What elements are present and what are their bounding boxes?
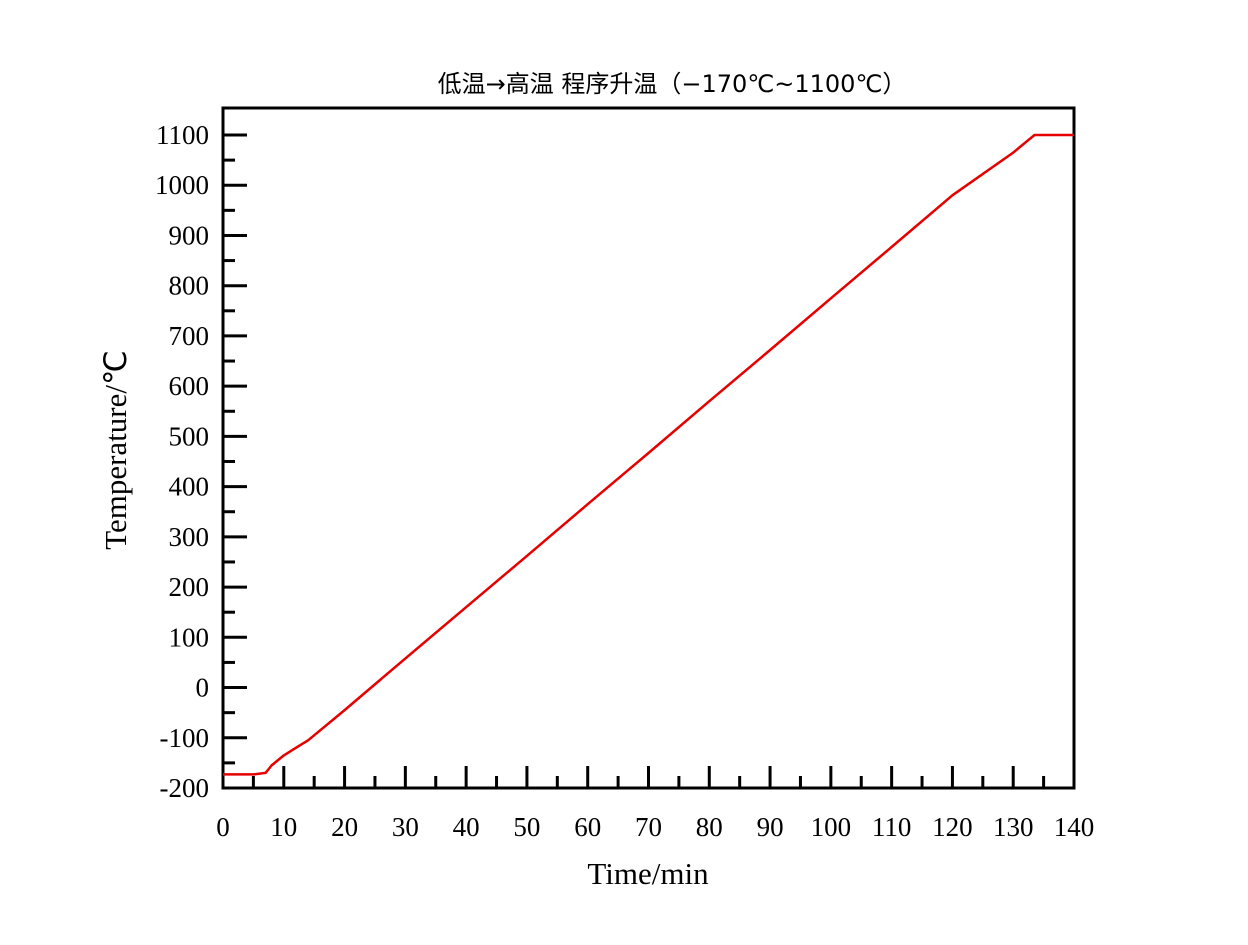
x-tick-label: 50	[513, 812, 540, 842]
x-tick-label: 70	[635, 812, 662, 842]
x-tick-label: 110	[872, 812, 912, 842]
x-tick-label: 10	[270, 812, 297, 842]
y-tick-label: 500	[169, 421, 210, 451]
x-tick-label: 90	[757, 812, 784, 842]
x-tick-label: 100	[811, 812, 852, 842]
x-tick-label: 140	[1054, 812, 1095, 842]
x-tick-label: 0	[216, 812, 230, 842]
y-tick-label: -200	[160, 773, 210, 803]
y-tick-label: 800	[169, 271, 210, 301]
y-tick-label: 200	[169, 572, 210, 602]
x-tick-label: 130	[993, 812, 1034, 842]
plot-area: -200-10001002003004005006007008009001000…	[155, 106, 1095, 842]
y-tick-label: -100	[160, 723, 210, 753]
y-axis-title: Temperature/℃	[98, 350, 133, 550]
y-tick-label: 1100	[156, 120, 209, 150]
x-tick-label: 120	[932, 812, 973, 842]
x-tick-label: 80	[696, 812, 723, 842]
y-tick-label: 600	[169, 371, 210, 401]
y-tick-label: 700	[169, 321, 210, 351]
y-tick-label: 1000	[155, 170, 209, 200]
x-tick-label: 20	[331, 812, 358, 842]
series-line	[223, 133, 1074, 776]
y-tick-label: 300	[169, 522, 210, 552]
x-tick-label: 60	[574, 812, 601, 842]
plot-frame	[221, 106, 1076, 790]
x-tick-label: 30	[392, 812, 419, 842]
y-tick-label: 100	[169, 622, 210, 652]
y-tick-label: 400	[169, 472, 210, 502]
y-tick-label: 0	[196, 673, 210, 703]
y-tick-label: 900	[169, 220, 210, 250]
chart-title: 低温→高温 程序升温（−170℃~1100℃）	[438, 70, 907, 98]
x-tick-label: 40	[453, 812, 480, 842]
x-axis-title: Time/min	[587, 856, 709, 891]
